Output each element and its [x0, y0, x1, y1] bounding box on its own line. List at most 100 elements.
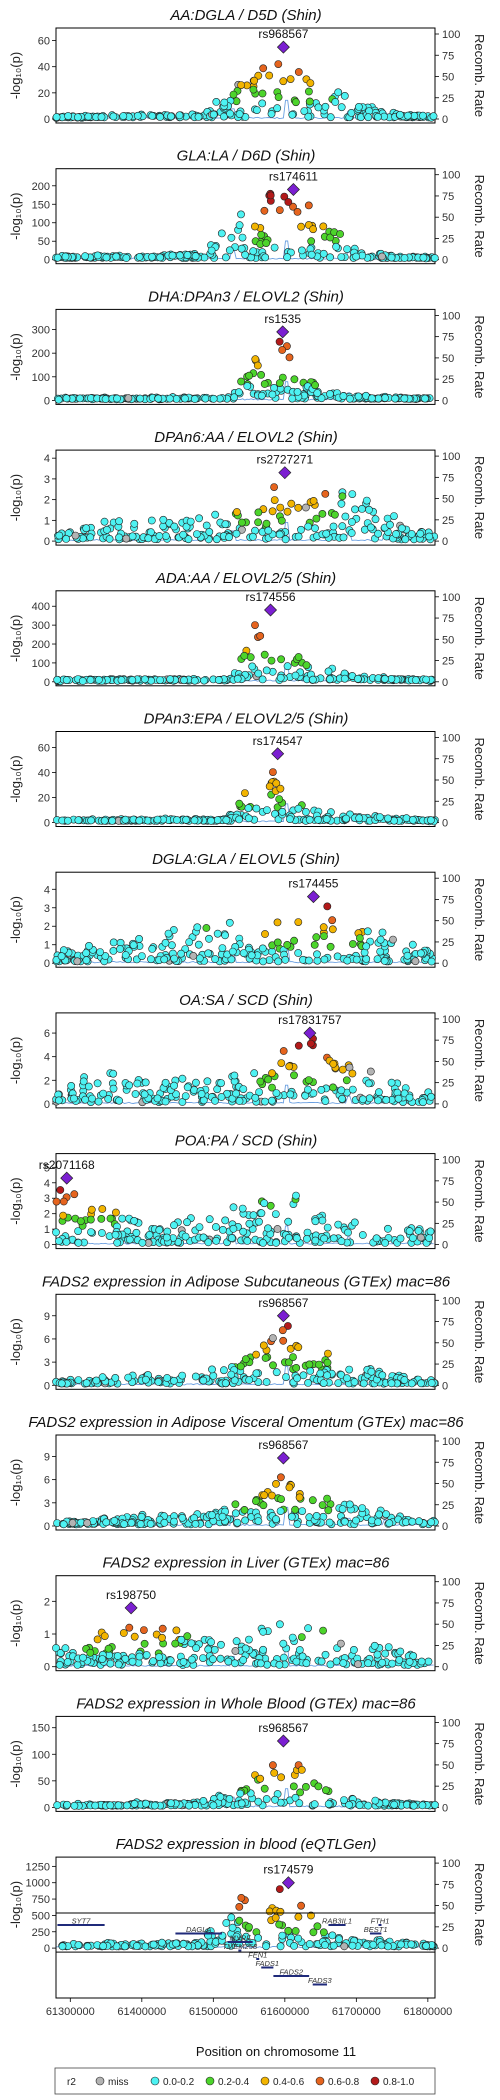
snp-point [302, 1659, 311, 1668]
snp-point [135, 816, 144, 825]
snp-point [275, 1920, 284, 1929]
snp-point [172, 1626, 181, 1635]
snp-point [294, 949, 303, 957]
snp-point [278, 1931, 287, 1940]
snp-point [233, 1518, 242, 1527]
recomb-tick-label: 25 [442, 1359, 454, 1371]
snp-point [244, 1635, 253, 1644]
snp-point [135, 935, 143, 943]
snp-point [317, 1086, 326, 1094]
y-tick-label: 0 [44, 1802, 50, 1814]
y-tick-label: 6 [44, 1475, 50, 1487]
y-axis-label: -log₁₀(p) [8, 896, 23, 943]
snp-point [160, 955, 169, 964]
snp-point [128, 676, 137, 684]
snp-point [178, 1513, 187, 1522]
snp-points [53, 1761, 439, 1810]
snp-point [202, 924, 211, 932]
x-tick-label: 61600000 [260, 2006, 309, 2018]
snp-point [222, 1919, 231, 1927]
snp-point [339, 533, 348, 542]
snp-point [271, 1913, 280, 1922]
snp-point [314, 103, 323, 112]
snp-point [170, 1517, 178, 1526]
snp-point [246, 653, 255, 662]
snp-point [269, 1361, 277, 1370]
recomb-tick-label: 25 [442, 1218, 454, 1230]
snp-point [291, 1927, 300, 1935]
snp-point [237, 81, 245, 89]
snp-point [97, 1215, 106, 1223]
recomb-tick-label: 25 [442, 1781, 454, 1793]
snp-point [251, 1497, 260, 1505]
snp-point [348, 940, 357, 948]
snp-point [168, 251, 177, 260]
snp-point [391, 394, 399, 403]
snp-point [227, 233, 236, 242]
snp-point [221, 931, 229, 940]
lead-snp-label: rs17831757 [278, 1013, 342, 1027]
snp-point [274, 93, 283, 101]
snp-point [256, 1774, 265, 1783]
snp-point [313, 950, 321, 959]
snp-point [62, 394, 71, 403]
snp-point [192, 1644, 200, 1652]
snp-point [112, 1208, 120, 1217]
recomb-tick-label: 25 [442, 233, 454, 245]
snp-point [232, 1089, 240, 1098]
snp-point [341, 512, 350, 521]
y-tick-label: 0 [44, 677, 50, 689]
snp-point [121, 951, 130, 959]
snp-point [310, 941, 319, 949]
snp-point [235, 110, 244, 118]
snp-point [229, 90, 238, 99]
snp-point [322, 815, 331, 823]
snp-point [417, 1379, 425, 1388]
y-axis-label: -log₁₀(p) [8, 1740, 23, 1787]
snp-point [208, 1511, 216, 1519]
plot-frame [55, 1715, 436, 1812]
snp-point [62, 676, 71, 684]
recomb-axis-label: Recomb. Rate [472, 597, 487, 680]
snp-point [222, 816, 231, 824]
snp-point [293, 387, 302, 396]
snp-point [264, 526, 273, 535]
snp-point [416, 949, 425, 958]
snp-point [115, 1096, 123, 1105]
snp-point [211, 510, 220, 519]
recomb-tick-label: 75 [442, 1739, 454, 1751]
snp-point [416, 1233, 425, 1242]
y-tick-label: 50 [38, 236, 50, 248]
recomb-axis-label: Recomb. Rate [472, 878, 487, 961]
snp-point [52, 113, 61, 121]
y-tick-label: 100 [32, 372, 50, 384]
panel-title: DPAn6:AA / ELOVL2 (Shin) [154, 429, 337, 446]
snp-point [429, 112, 438, 121]
snp-point [237, 1799, 246, 1808]
recomb-tick-label: 75 [442, 472, 454, 484]
snp-point [312, 1512, 321, 1520]
snp-point [294, 532, 303, 541]
snp-point [55, 531, 64, 540]
snp-point [265, 71, 274, 80]
snp-point [138, 1238, 147, 1247]
snp-point [169, 1376, 178, 1385]
snp-point [254, 1934, 262, 1942]
snp-point [224, 1657, 233, 1666]
snp-point [79, 1653, 87, 1662]
snp-point [136, 1520, 145, 1528]
snp-point [430, 254, 439, 262]
plot-frame [55, 27, 436, 124]
snp-point [252, 106, 261, 114]
snp-point [273, 918, 282, 927]
snp-point [141, 1375, 150, 1384]
snp-point [103, 525, 111, 534]
snp-point [141, 1799, 150, 1808]
snp-point [130, 519, 139, 528]
panel-3: DHA:DPAn3 / ELOVL2 (Shin) 0 100 200 300 0 25 50… [8, 288, 487, 407]
recomb-tick-label: 25 [442, 937, 454, 949]
recomb-tick-label: 0 [442, 958, 448, 970]
snp-point [195, 954, 204, 963]
snp-point [320, 955, 329, 964]
recomb-axis-label: Recomb. Rate [472, 1300, 487, 1383]
